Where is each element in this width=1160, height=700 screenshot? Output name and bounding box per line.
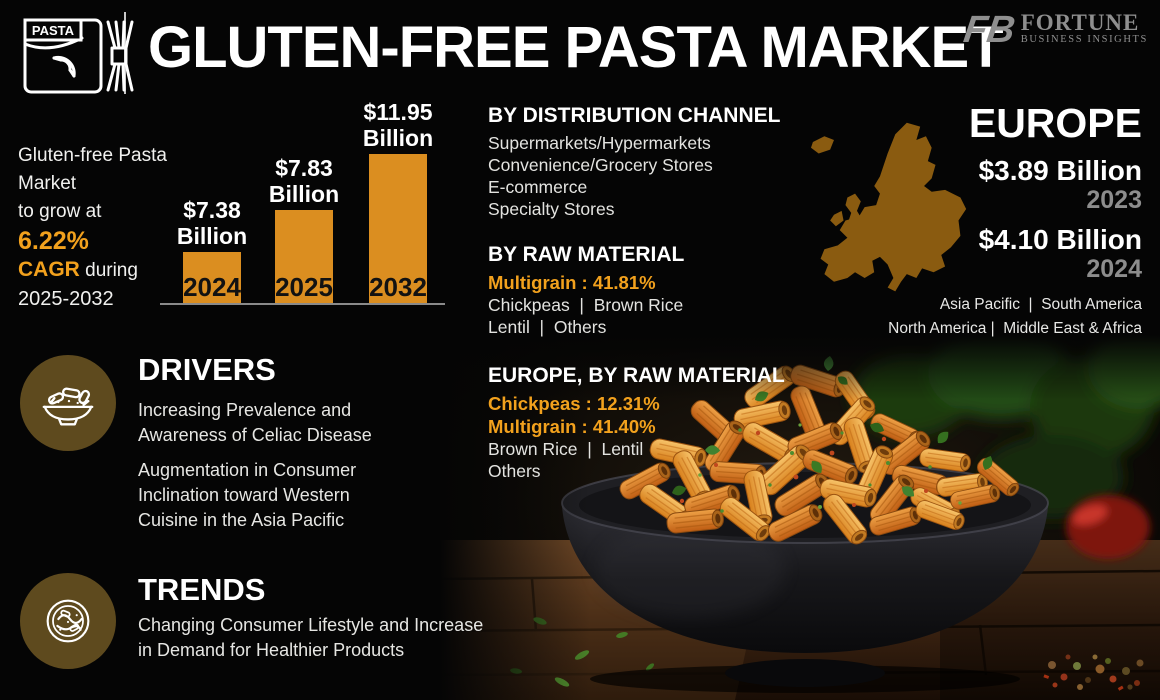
drivers-item: Augmentation in Consumer Inclination tow… [138,460,357,530]
distribution-item: Supermarkets/Hypermarkets [488,133,711,153]
regions-line: Asia Pacific | South America [939,296,1142,313]
europe-year-2023: 2023 [1086,186,1142,214]
bar-year-label: 2032 [369,272,427,302]
trends-icon-circle [20,573,116,669]
europe-raw-material-highlight: Chickpeas : 12.31% [488,393,660,414]
distribution-item: Convenience/Grocery Stores [488,155,713,175]
growth-line-1: Gluten-free Pasta [18,145,167,166]
herb-flecks [698,423,962,513]
bar-column-2024: $7.38 Billion 2024 [177,197,247,303]
bar-value-label: $11.95 Billion [362,99,434,151]
pasta-bowl-top-icon [46,599,90,643]
fortune-business-insights-logo: FB FORTUNE BUSINESS INSIGHTS [961,9,1148,51]
pasta-dish-photo [440,335,1160,700]
raw-material-line: Chickpeas | Brown Rice [488,295,684,315]
market-growth-summary: Gluten-free Pasta Market to grow at 6.22… [18,142,208,313]
photo-fade-top [440,335,1160,400]
sauce-flecks [679,430,928,507]
logo-label: PASTA [32,23,75,38]
market-size-bar-chart: $7.38 Billion 2024 $7.83 Billion 2025 $11.… [160,95,450,305]
peppercorn-scatter [1043,654,1144,691]
growth-line-2: Market [18,173,77,194]
drivers-icon-circle [20,355,116,451]
bar-value-label: $7.38 Billion [176,197,248,249]
cagr-label: CAGR [18,258,80,281]
europe-raw-material-line: Others [488,461,541,481]
brand-monogram-icon: FB [961,9,1018,51]
bar-2032: 2032 [369,154,427,303]
trends-heading: TRENDS [138,572,266,607]
europe-year-2024: 2024 [1086,255,1142,283]
forecast-period: 2025-2032 [18,288,114,310]
bar-column-2032: $11.95 Billion 2032 [363,99,433,303]
red-pepper [1066,495,1150,559]
brand-subtitle: BUSINESS INSIGHTS [1020,34,1148,45]
europe-map [810,122,967,292]
regions-line: North America | Middle East & Africa [888,320,1142,337]
raw-material-highlight: Multigrain : 41.81% [488,272,656,293]
europe-raw-material-highlight: Multigrain : 41.40% [488,416,656,437]
growth-line-3: to grow at [18,201,102,222]
raw-material-heading: BY RAW MATERIAL [488,243,685,266]
europe-raw-material-heading: EUROPE, BY RAW MATERIAL [488,364,785,387]
bar-value-label: $7.83 Billion [268,155,340,207]
cagr-suffix: during [79,260,138,281]
raw-material-line: Lentil | Others [488,317,607,337]
drivers-heading: DRIVERS [138,352,276,387]
europe-raw-material-line: Brown Rice | Lentil [488,439,644,459]
europe-heading: EUROPE [968,100,1142,146]
pasta-plate-icon [42,387,94,426]
trends-item: Changing Consumer Lifestyle and Increase… [138,615,484,660]
distribution-channel-heading: BY DISTRIBUTION CHANNEL [488,104,781,127]
distribution-item: E-commerce [488,177,588,197]
pasta-package-icon: PASTA [23,18,134,94]
drivers-item: Increasing Prevalence and Awareness of C… [138,400,372,445]
bar-column-2025: $7.83 Billion 2025 [269,155,339,303]
page-title: GLUTEN-FREE PASTA MARKET [148,15,1004,80]
bar-2025: 2025 [275,210,333,303]
distribution-item: Specialty Stores [488,199,615,219]
bar-year-label: 2025 [275,272,333,302]
europe-value-2024: $4.10 Billion [978,224,1142,255]
cagr-value: 6.22% [18,227,89,255]
bar-2024: 2024 [183,252,241,303]
brand-name: FORTUNE [1020,10,1140,35]
europe-value-2023: $3.89 Billion [978,155,1142,186]
bar-year-label: 2024 [183,272,241,302]
chart-baseline [160,303,445,305]
